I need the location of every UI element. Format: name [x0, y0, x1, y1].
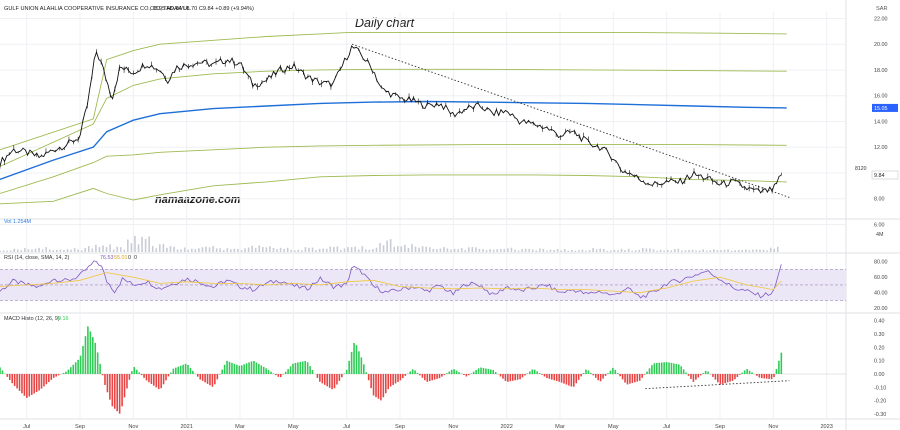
x-axis-label: Jul: [663, 424, 670, 430]
rsi-ytick: 20.00: [874, 306, 888, 312]
macd-ytick: -0.30: [874, 412, 886, 418]
currency-label: SAR: [876, 6, 888, 12]
x-axis-label: Jul: [343, 424, 350, 430]
macd-ytick: 0.10: [874, 359, 885, 365]
macd-trendline: [645, 380, 790, 390]
macd-ytick: -0.10: [874, 385, 886, 391]
x-axis-label: Nov: [128, 424, 138, 430]
rsi-ytick: 60.00: [874, 275, 888, 281]
x-axis-label: Sep: [395, 424, 405, 430]
series-envelope_upper_outer: [0, 32, 787, 151]
x-axis-label: Mar: [555, 424, 565, 430]
price-ytick: 14.00: [874, 119, 888, 125]
axes: 22.0020.0018.0016.0014.0012.0010.008.006…: [23, 16, 899, 430]
macd-value: 0.16: [58, 316, 69, 322]
rsi-title: RSI (14, close, SMA, 14, 2): [4, 255, 70, 261]
macd-title: MACD Histo (12, 26, 9): [4, 316, 60, 322]
current-price-tag: [871, 170, 899, 180]
macd-ytick: 0.00: [874, 372, 885, 378]
macd-ytick: -0.20: [874, 399, 886, 405]
x-axis-label: Nov: [448, 424, 458, 430]
series-envelope_lower_inner: [0, 144, 787, 194]
rsi-panel: [0, 260, 846, 301]
macd-ytick: 0.40: [874, 319, 885, 325]
x-axis-label: May: [288, 424, 299, 430]
price-panel: [0, 32, 790, 205]
x-axis-label: May: [608, 424, 619, 430]
ohlc-readout: O8.95 H9.84 L8.70 C9.84 +0.89 (+9.94%): [150, 6, 254, 12]
macd-ytick: 0.20: [874, 345, 885, 351]
last-price-tag: [872, 103, 898, 112]
rsi-signal-value: 55.01: [114, 255, 128, 261]
price-ytick: 16.00: [874, 94, 888, 100]
price-ytick: 8.00: [874, 197, 885, 203]
rsi-ytick: 80.00: [874, 260, 888, 266]
x-axis-label: Mar: [235, 424, 245, 430]
volume-panel: [0, 235, 779, 252]
rsi-signal-line: [0, 272, 782, 294]
rsi-value: 76.53: [100, 255, 114, 261]
x-axis-label: Jul: [23, 424, 30, 430]
x-axis-label: Sep: [75, 424, 85, 430]
series-envelope_lower_outer: [0, 174, 787, 205]
volume-ytick: 4M: [876, 232, 884, 238]
watermark-text: namaazone.com: [155, 194, 241, 206]
instrument-title: GULF UNION ALAHLIA COOPERATIVE INSURANCE…: [4, 6, 190, 12]
series-blue_baseline: [0, 100, 787, 181]
rsi-line: [0, 260, 782, 299]
rsi-zero2-value: 0: [134, 255, 137, 261]
macd-panel: [0, 326, 846, 414]
last-price-label: 15.05: [874, 106, 888, 112]
bid-label: 8120: [855, 166, 867, 172]
price-ytick: 6.00: [874, 222, 885, 228]
rsi-zero-value: 0: [128, 255, 131, 261]
x-axis-label: Nov: [768, 424, 778, 430]
x-axis-label: 2021: [180, 424, 192, 430]
volume-title: Vol 1.254M: [4, 219, 31, 225]
price-close-line: [0, 45, 782, 194]
price-ytick: 18.00: [874, 68, 888, 74]
x-axis-label: 2023: [820, 424, 832, 430]
x-axis-label: Sep: [715, 424, 725, 430]
current-price-label: 9.84: [874, 173, 885, 179]
macd-ytick: 0.30: [874, 332, 885, 338]
price-ytick: 22.00: [874, 16, 888, 22]
price-ytick: 20.00: [874, 42, 888, 48]
price-ytick: 12.00: [874, 145, 888, 151]
x-axis-label: 2022: [500, 424, 512, 430]
price-trendline: [351, 43, 790, 198]
series-envelope_upper_inner: [0, 68, 787, 167]
rsi-ytick: 40.00: [874, 291, 888, 297]
